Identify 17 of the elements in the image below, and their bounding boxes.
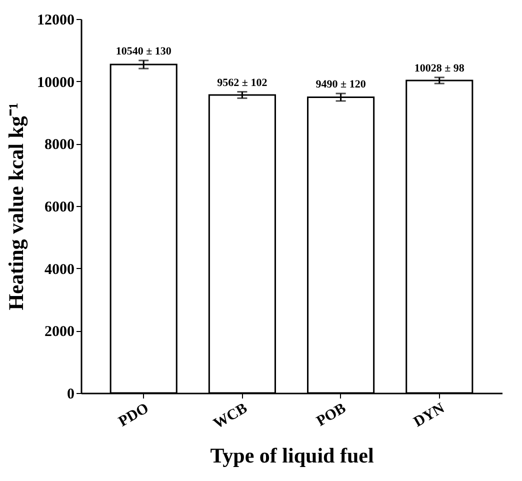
y-tick-label: 6000 (44, 200, 74, 216)
y-axis-title: Heating value kcal kg⁻¹ (4, 102, 28, 310)
y-tick-label: 2000 (44, 324, 74, 340)
x-axis-title: Type of liquid fuel (210, 443, 374, 468)
y-tick-label: 10000 (37, 74, 74, 91)
y-tick-label: 4000 (44, 262, 74, 278)
data-label: 10028 ± 98 (414, 62, 465, 74)
data-label: 9562 ± 102 (217, 76, 268, 89)
y-tick-label: 8000 (44, 137, 74, 154)
x-tick-label: DYN (411, 400, 448, 431)
x-tick-label: POB (314, 400, 349, 430)
data-label: 10540 ± 130 (116, 45, 172, 58)
y-tick-label: 0 (67, 386, 74, 402)
x-tick-label: WCB (211, 400, 250, 432)
data-label: 9490 ± 120 (316, 78, 366, 90)
y-tick-label: 12000 (37, 12, 74, 28)
x-tick-label: PDO (116, 400, 152, 430)
